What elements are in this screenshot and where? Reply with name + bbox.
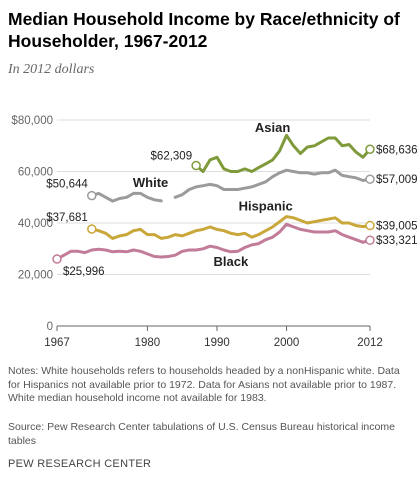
series-start-marker (87, 224, 97, 234)
series-end-marker (365, 220, 375, 231)
series-start-marker (52, 254, 62, 264)
series-end-marker (365, 235, 375, 245)
start-value-label-hispanic: $37,681 (46, 212, 88, 224)
series-line-black (55, 222, 372, 261)
chart-subtitle: In 2012 dollars (8, 62, 95, 77)
series-end-marker (365, 174, 375, 184)
series-start-marker (191, 160, 201, 171)
series-name-white: White (133, 175, 168, 190)
x-tick-label: 1980 (135, 337, 161, 349)
chart-notes: Notes: White households refers to househ… (8, 365, 400, 404)
end-value-label-black: $33,321 (376, 235, 418, 247)
x-tick-label: 1967 (44, 337, 70, 349)
series-name-black: Black (214, 254, 249, 269)
series-line-white (90, 191, 163, 203)
y-tick-label: $80,000 (11, 115, 53, 127)
y-tick-label: 20,000 (18, 270, 53, 282)
end-value-label-asian: $68,636 (376, 144, 418, 156)
x-tick-label: 2012 (357, 337, 383, 349)
x-tick-label: 1990 (204, 337, 230, 349)
chart-title: Median Household Income by Race/ethnicit… (8, 9, 400, 51)
series-name-hispanic: Hispanic (239, 199, 293, 214)
y-tick-label: 0 (47, 321, 53, 333)
chart-source: Source: Pew Research Center tabulations … (8, 421, 395, 447)
brand-name: PEW RESEARCH CENTER (8, 458, 152, 470)
series-line-hispanic (90, 215, 372, 240)
start-value-label-black: $25,996 (63, 266, 105, 278)
series-line-white (173, 168, 372, 199)
x-tick-label: 2000 (274, 337, 300, 349)
start-value-label-white: $50,644 (46, 179, 88, 191)
end-value-label-hispanic: $39,005 (376, 221, 418, 233)
series-name-asian: Asian (255, 120, 290, 135)
y-tick-label: 60,000 (18, 167, 53, 179)
line-chart: 0 20,000 40,000 60,000 $80,000 1967 1980 1990 20… (11, 115, 418, 349)
end-value-label-white: $57,009 (376, 174, 418, 186)
series-line-asian (194, 133, 372, 173)
series-start-marker (87, 190, 97, 201)
series-end-marker (365, 144, 375, 155)
start-value-label-asian: $62,309 (151, 151, 193, 163)
y-tick-label: 40,000 (18, 218, 53, 230)
